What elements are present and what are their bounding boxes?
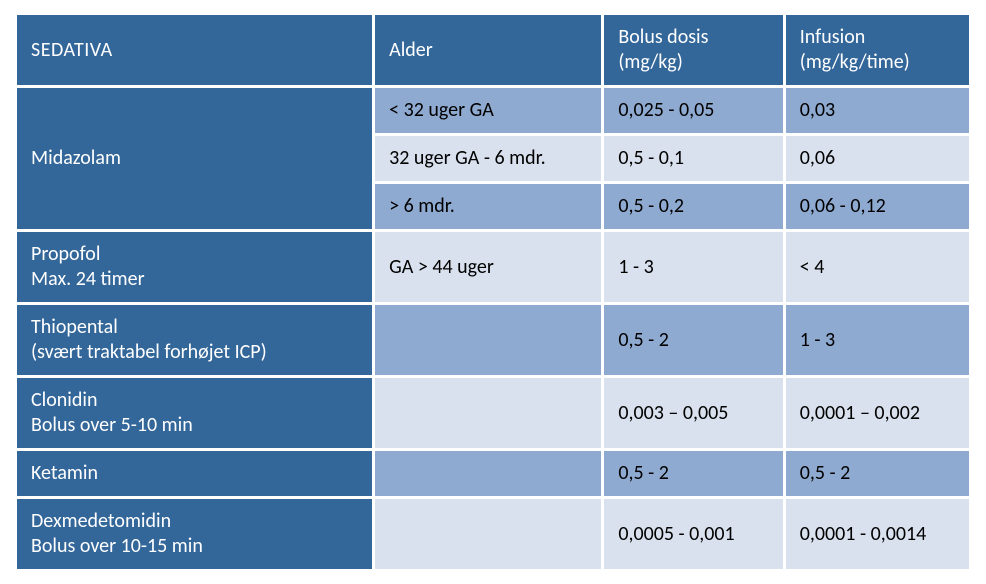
infusion-cell: < 4 (784, 231, 970, 304)
infusion-cell: 0,06 - 0,12 (784, 183, 970, 231)
infusion-cell: 0,03 (784, 87, 970, 135)
drug-cell: Ketamin (16, 450, 374, 498)
age-cell: < 32 uger GA (374, 87, 603, 135)
age-cell: 32 uger GA - 6 mdr. (374, 135, 603, 183)
drug-cell: DexmedetomidinBolus over 10-15 min (16, 498, 374, 571)
drug-cell: Thiopental(svært traktabel forhøjet ICP) (16, 304, 374, 377)
bolus-cell: 0,5 - 2 (603, 304, 784, 377)
infusion-cell: 0,06 (784, 135, 970, 183)
infusion-cell: 0,0001 - 0,0014 (784, 498, 970, 571)
header-alder: Alder (374, 14, 603, 87)
age-cell (374, 498, 603, 571)
sedativa-table: SEDATIVA Alder Bolus dosis(mg/kg) Infusi… (14, 12, 972, 572)
table-row: PropofolMax. 24 timer GA > 44 uger 1 - 3… (16, 231, 971, 304)
bolus-cell: 0,5 - 0,1 (603, 135, 784, 183)
age-cell: > 6 mdr. (374, 183, 603, 231)
infusion-cell: 0,5 - 2 (784, 450, 970, 498)
table-row: Midazolam < 32 uger GA 0,025 - 0,05 0,03 (16, 87, 971, 135)
bolus-cell: 0,025 - 0,05 (603, 87, 784, 135)
bolus-cell: 0,0005 - 0,001 (603, 498, 784, 571)
infusion-cell: 1 - 3 (784, 304, 970, 377)
table-row: Ketamin 0,5 - 2 0,5 - 2 (16, 450, 971, 498)
bolus-cell: 1 - 3 (603, 231, 784, 304)
table-row: ClonidinBolus over 5-10 min 0,003 – 0,00… (16, 377, 971, 450)
table-row: Thiopental(svært traktabel forhøjet ICP)… (16, 304, 971, 377)
bolus-cell: 0,5 - 0,2 (603, 183, 784, 231)
age-cell (374, 450, 603, 498)
table-row: DexmedetomidinBolus over 10-15 min 0,000… (16, 498, 971, 571)
header-bolus: Bolus dosis(mg/kg) (603, 14, 784, 87)
drug-cell: Midazolam (16, 87, 374, 231)
header-row: SEDATIVA Alder Bolus dosis(mg/kg) Infusi… (16, 14, 971, 87)
drug-cell: ClonidinBolus over 5-10 min (16, 377, 374, 450)
header-infusion: Infusion(mg/kg/time) (784, 14, 970, 87)
drug-cell: PropofolMax. 24 timer (16, 231, 374, 304)
infusion-cell: 0,0001 – 0,002 (784, 377, 970, 450)
header-sedativa: SEDATIVA (16, 14, 374, 87)
age-cell: GA > 44 uger (374, 231, 603, 304)
bolus-cell: 0,5 - 2 (603, 450, 784, 498)
bolus-cell: 0,003 – 0,005 (603, 377, 784, 450)
age-cell (374, 304, 603, 377)
age-cell (374, 377, 603, 450)
